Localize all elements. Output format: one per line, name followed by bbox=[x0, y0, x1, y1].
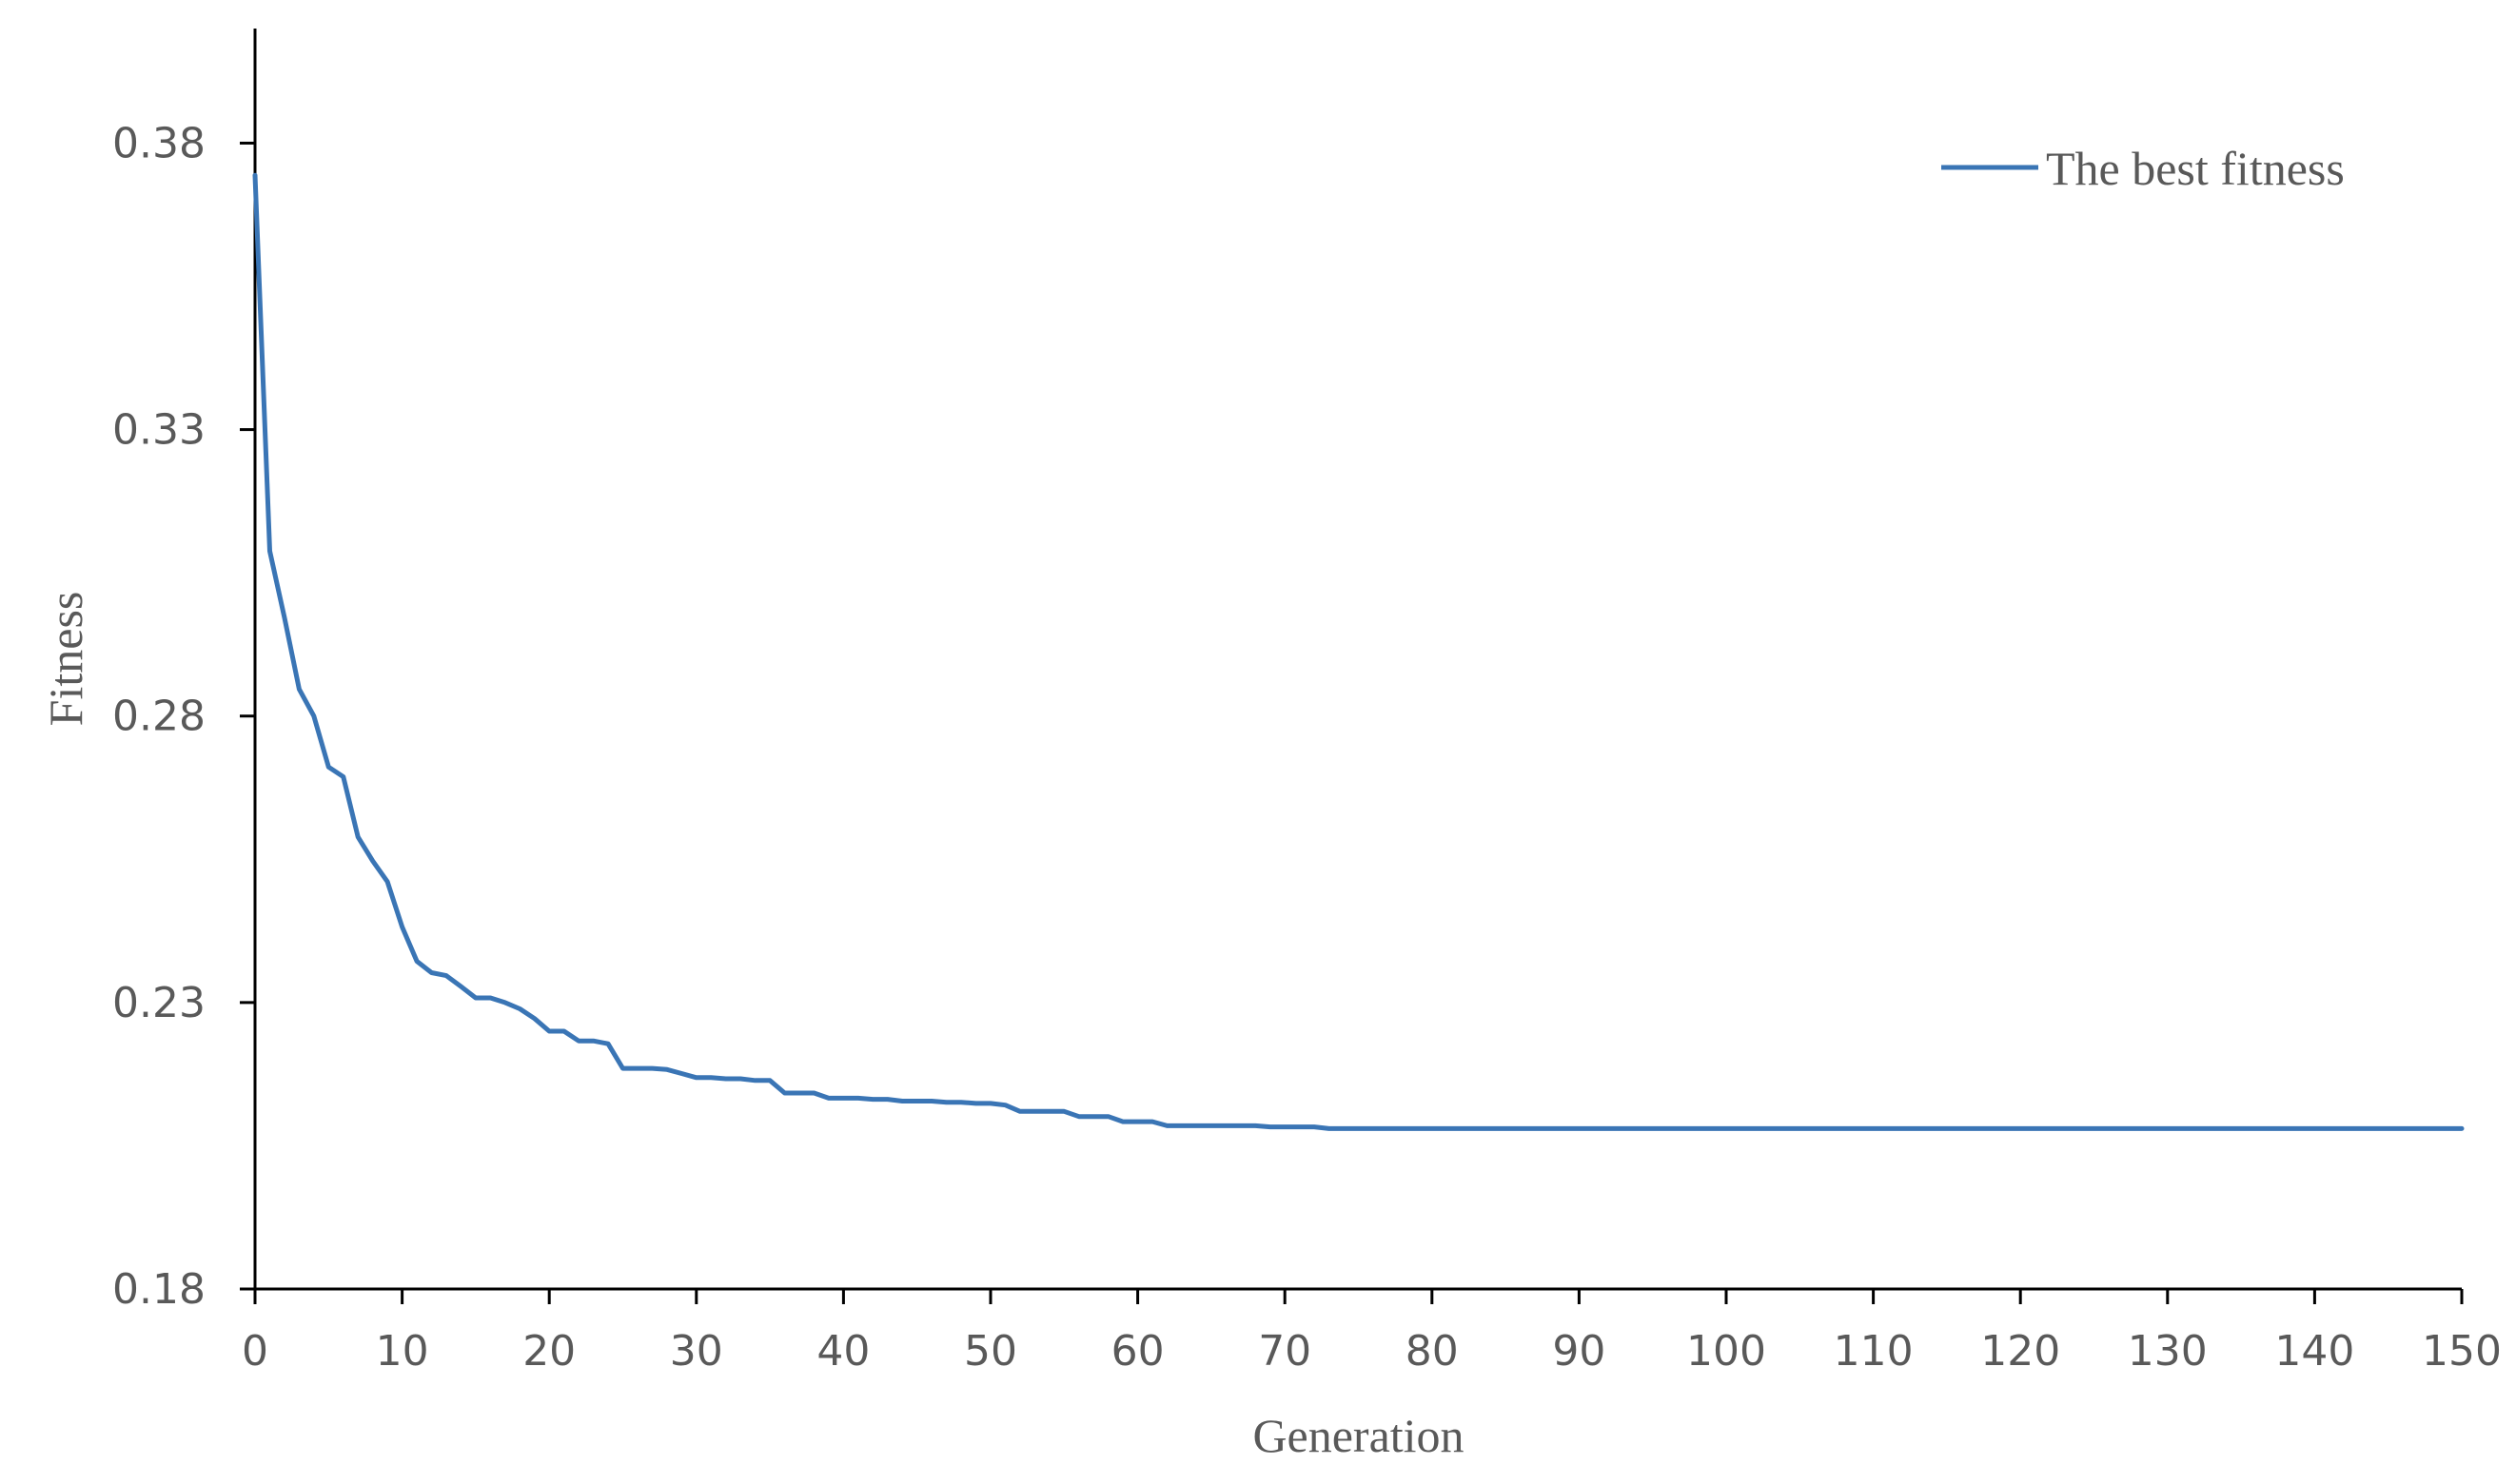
series-layer bbox=[252, 172, 2465, 1131]
x-axis-title: Generation bbox=[1252, 1409, 1464, 1462]
x-tick-label: 50 bbox=[964, 1327, 1017, 1376]
x-tick-label: 0 bbox=[242, 1327, 268, 1376]
x-tick-label: 120 bbox=[1980, 1327, 2060, 1376]
x-tick-label: 150 bbox=[2422, 1327, 2502, 1376]
x-tick-label: 10 bbox=[376, 1327, 429, 1376]
x-tick-label: 100 bbox=[1686, 1327, 1766, 1376]
x-tick-label: 40 bbox=[816, 1327, 870, 1376]
x-axis-ticks: 0 10 20 30 40 50 60 70 80 90 100 110 120 130 140 150 bbox=[242, 1289, 2502, 1376]
x-tick-label: 20 bbox=[522, 1327, 576, 1376]
legend: The best fitness bbox=[1941, 142, 2345, 195]
x-tick-label: 140 bbox=[2274, 1327, 2354, 1376]
y-tick-label: 0.28 bbox=[112, 693, 206, 741]
y-tick-label: 0.33 bbox=[112, 406, 206, 455]
y-tick-label: 0.38 bbox=[112, 119, 206, 167]
y-tick-label: 0.18 bbox=[112, 1265, 206, 1314]
axes bbox=[253, 29, 2462, 1291]
y-axis-title: Fitness bbox=[39, 592, 92, 727]
x-tick-label: 80 bbox=[1405, 1327, 1459, 1376]
legend-label: The best fitness bbox=[2046, 142, 2345, 195]
series-line bbox=[252, 172, 2465, 1131]
x-tick-label: 30 bbox=[670, 1327, 723, 1376]
x-tick-label: 60 bbox=[1111, 1327, 1165, 1376]
x-tick-label: 110 bbox=[1834, 1327, 1914, 1376]
x-tick-label: 70 bbox=[1258, 1327, 1311, 1376]
y-axis-ticks: 0.18 0.23 0.28 0.33 0.38 bbox=[112, 119, 255, 1314]
x-tick-label: 90 bbox=[1552, 1327, 1605, 1376]
x-tick-label: 130 bbox=[2128, 1327, 2208, 1376]
y-tick-label: 0.23 bbox=[112, 979, 206, 1027]
